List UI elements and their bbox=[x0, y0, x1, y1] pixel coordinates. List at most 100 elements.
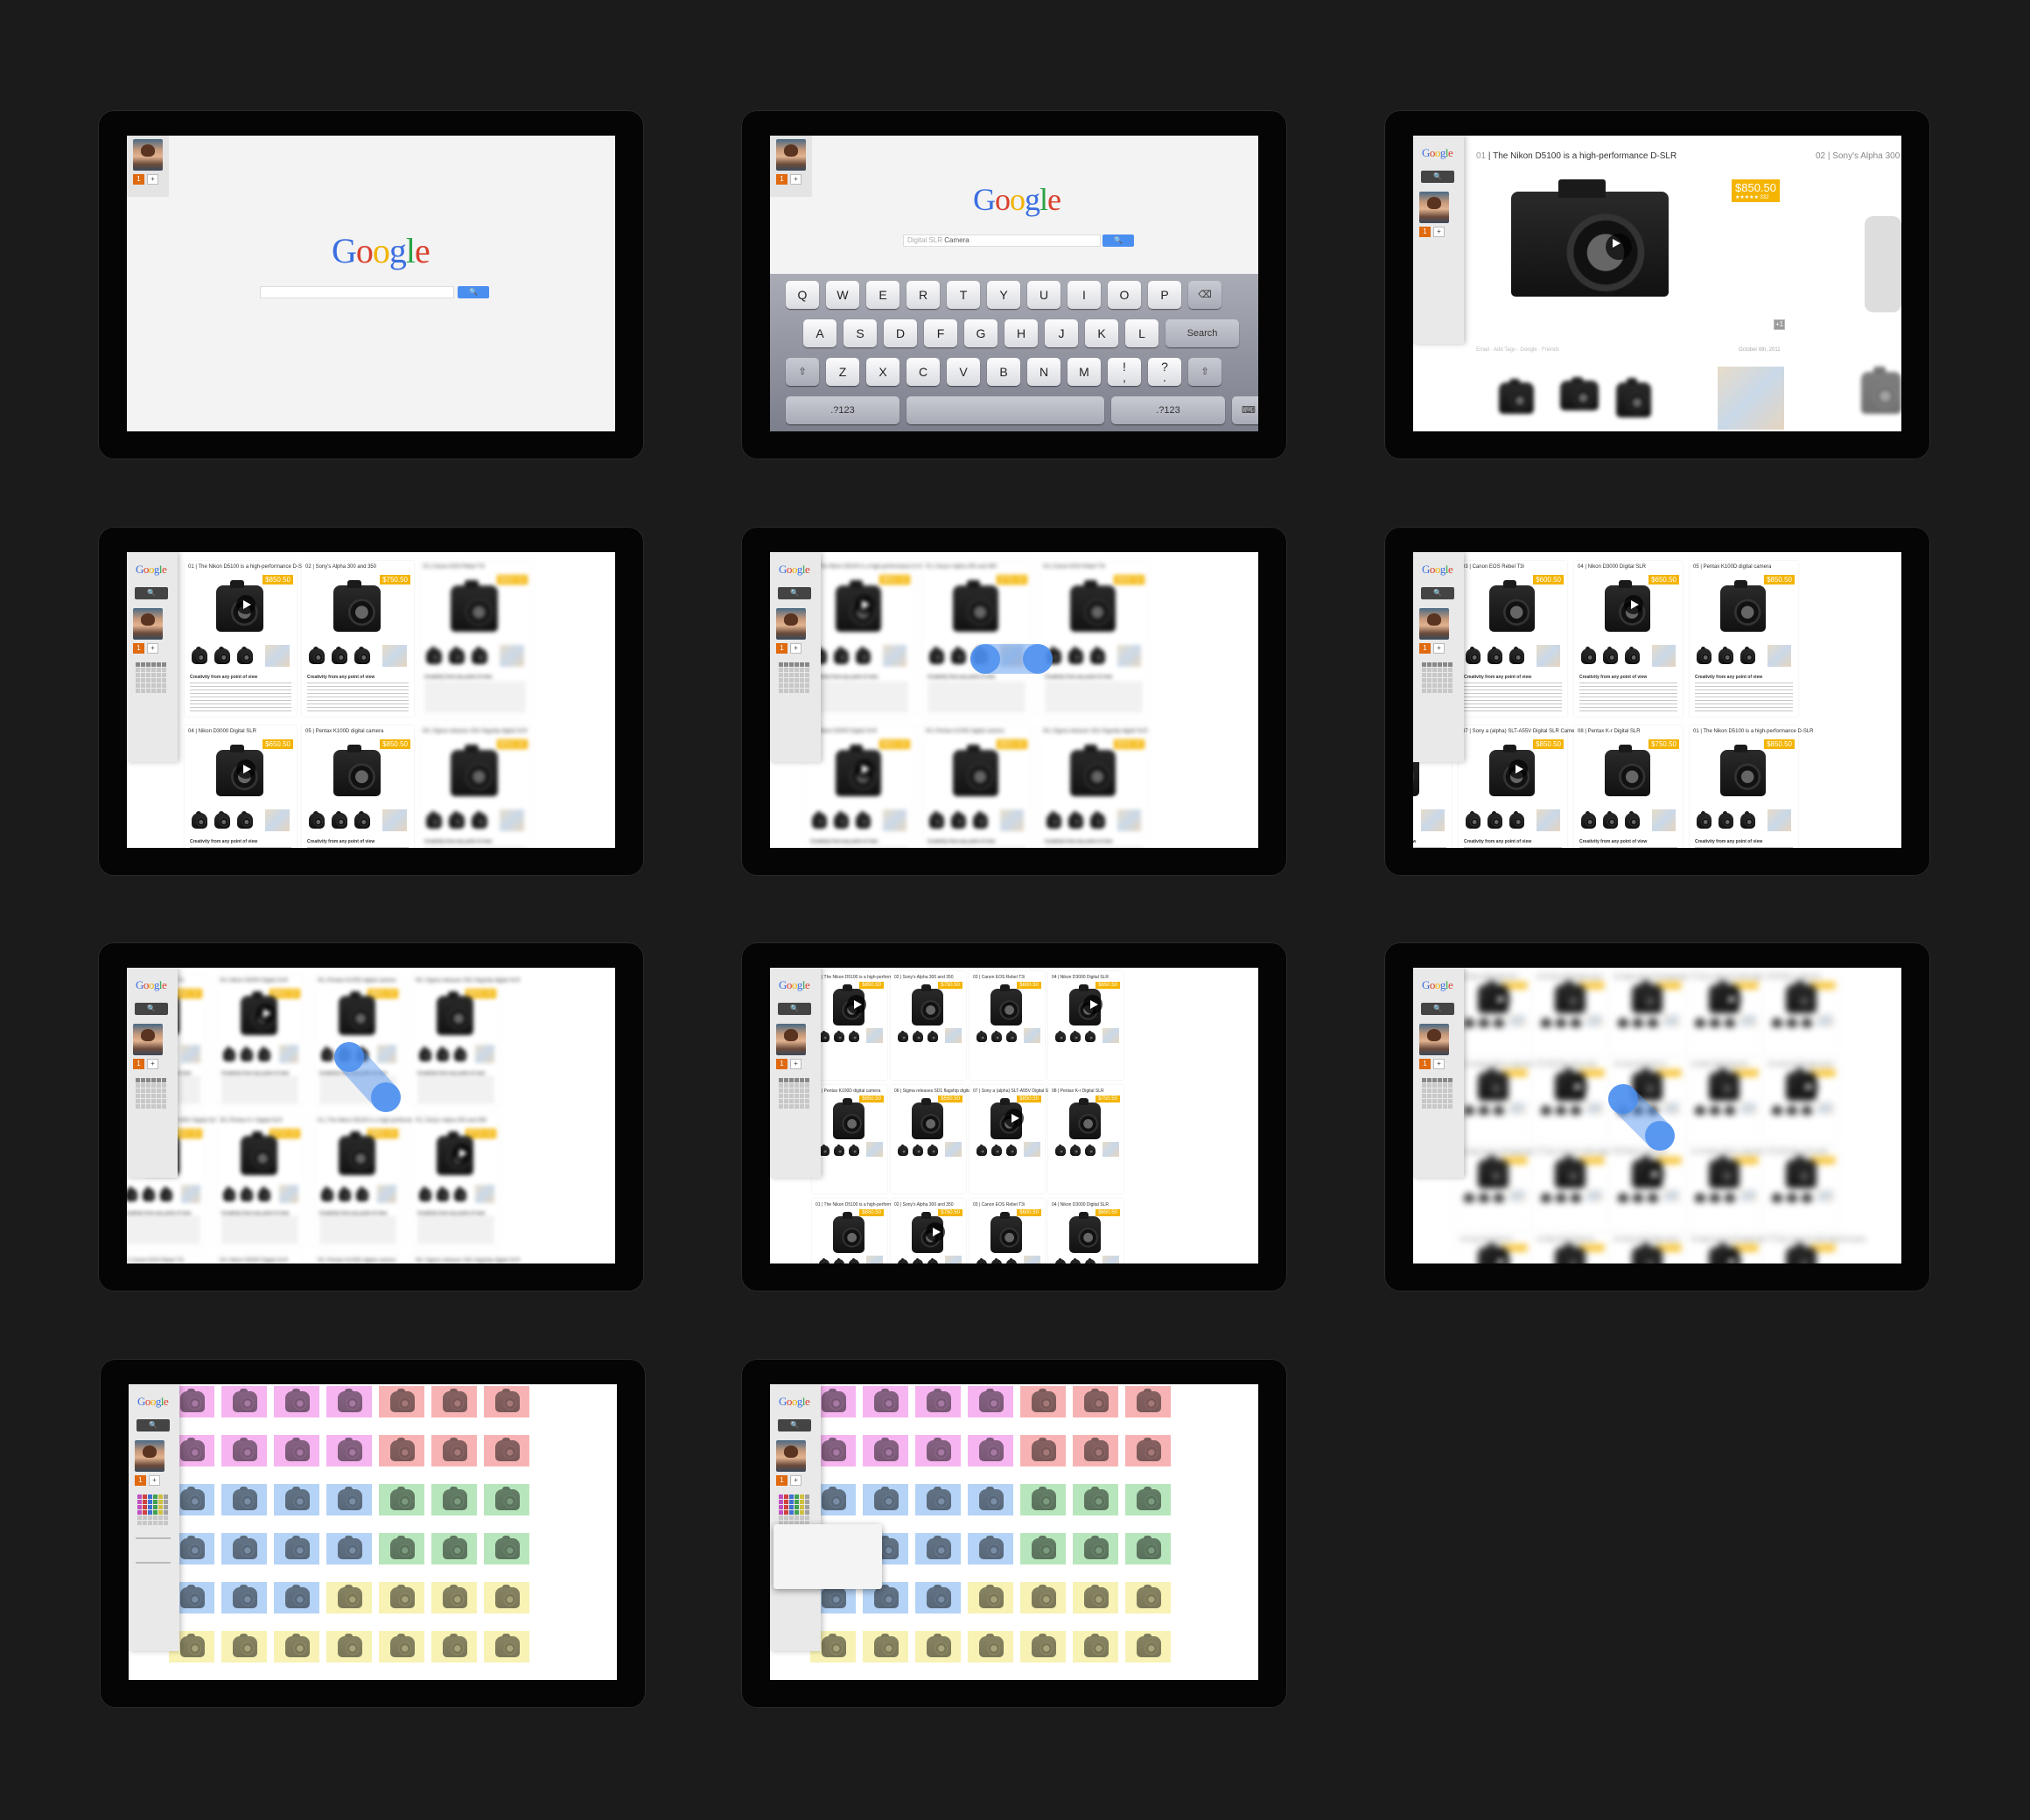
camera-thumb[interactable] bbox=[1603, 810, 1618, 829]
camera-thumb[interactable] bbox=[437, 1186, 449, 1201]
color-result-cell[interactable] bbox=[484, 1582, 529, 1614]
color-result-cell[interactable] bbox=[484, 1631, 529, 1662]
color-result-cell[interactable] bbox=[1073, 1435, 1118, 1466]
result-card[interactable]: 06 | Sigma releases SD1 flagship digital… bbox=[412, 975, 520, 1106]
search-icon[interactable]: 🔍 bbox=[778, 587, 811, 599]
camera-thumb[interactable] bbox=[143, 1186, 155, 1201]
color-result-cell[interactable] bbox=[1073, 1386, 1118, 1418]
camera-thumb[interactable] bbox=[913, 1144, 923, 1156]
color-filter-popup[interactable] bbox=[774, 1524, 882, 1589]
next-card-image[interactable] bbox=[1865, 216, 1901, 312]
color-result-cell[interactable] bbox=[1073, 1631, 1118, 1662]
camera-thumb[interactable] bbox=[1494, 1017, 1504, 1027]
camera-thumb[interactable] bbox=[1633, 1104, 1643, 1115]
search-icon[interactable]: 🔍 bbox=[778, 1419, 811, 1432]
camera-thumb[interactable] bbox=[1509, 810, 1524, 829]
result-title[interactable]: 04 | Nikon D3000 Digital SLR bbox=[1537, 1237, 1594, 1242]
play-icon[interactable] bbox=[1624, 595, 1643, 614]
map-thumb[interactable] bbox=[1509, 1190, 1525, 1201]
camera-thumb[interactable] bbox=[1695, 1017, 1705, 1027]
camera-thumb[interactable] bbox=[1772, 1104, 1782, 1115]
badge-button[interactable]: 1 bbox=[1419, 227, 1431, 237]
play-icon[interactable] bbox=[1083, 995, 1102, 1014]
camera-thumb[interactable] bbox=[472, 810, 487, 829]
camera-thumb[interactable] bbox=[1068, 646, 1083, 664]
camera-thumb[interactable] bbox=[1464, 1017, 1474, 1027]
result-card[interactable]: 03 | Canon EOS Rebel T3i $600.50 Creativit… bbox=[419, 561, 531, 717]
camera-thumb[interactable] bbox=[1648, 1104, 1658, 1115]
camera-thumb[interactable] bbox=[976, 1257, 987, 1264]
camera-thumb[interactable] bbox=[1616, 378, 1651, 417]
key[interactable]: ⌫ bbox=[1188, 281, 1222, 309]
key[interactable]: V bbox=[947, 358, 980, 386]
camera-thumb[interactable] bbox=[819, 1144, 830, 1156]
camera-thumb[interactable] bbox=[1006, 1257, 1017, 1264]
camera-thumb[interactable] bbox=[819, 1030, 830, 1042]
plus-button[interactable]: + bbox=[790, 643, 802, 654]
result-title[interactable]: 05 | Pentax K100D digital camera bbox=[305, 729, 384, 734]
play-icon[interactable] bbox=[926, 1222, 945, 1242]
key[interactable]: ! , bbox=[1108, 358, 1141, 386]
search-icon[interactable]: 🔍 bbox=[1421, 171, 1454, 183]
map-thumb[interactable] bbox=[1509, 1015, 1525, 1026]
map-thumb[interactable] bbox=[181, 1045, 200, 1063]
badge-button[interactable]: 1 bbox=[776, 1059, 788, 1069]
camera-thumb[interactable] bbox=[1603, 646, 1618, 664]
map-thumb[interactable] bbox=[1817, 1102, 1833, 1114]
camera-thumb[interactable] bbox=[1710, 1192, 1720, 1202]
result-card[interactable]: 01 | The Nikon D5100 is a high-performan… bbox=[1457, 1059, 1561, 1143]
result-card[interactable]: 03 | Canon EOS Rebel T3i $600.50 Creativit… bbox=[1040, 561, 1148, 717]
map-thumb[interactable] bbox=[866, 1142, 883, 1157]
camera-thumb[interactable] bbox=[1718, 810, 1733, 829]
camera-image[interactable] bbox=[1555, 1156, 1586, 1188]
map-thumb[interactable] bbox=[1817, 1190, 1833, 1201]
view-grid-icon[interactable] bbox=[779, 1494, 810, 1525]
camera-thumb[interactable] bbox=[1509, 646, 1524, 664]
camera-thumb[interactable] bbox=[1006, 1030, 1017, 1042]
color-result-cell[interactable] bbox=[1125, 1582, 1171, 1614]
camera-thumb[interactable] bbox=[419, 1046, 431, 1061]
color-result-cell[interactable] bbox=[326, 1435, 372, 1466]
map-thumb[interactable] bbox=[1663, 1190, 1679, 1201]
key[interactable]: O bbox=[1108, 281, 1141, 309]
camera-thumb[interactable] bbox=[834, 1257, 844, 1264]
map-thumb[interactable] bbox=[1740, 1102, 1756, 1114]
camera-thumb[interactable] bbox=[223, 1046, 235, 1061]
color-result-cell[interactable] bbox=[1073, 1484, 1118, 1516]
color-result-cell[interactable] bbox=[1020, 1631, 1066, 1662]
result-title[interactable]: 04 | Nikon D3000 Digital SLR bbox=[1691, 1062, 1748, 1068]
map-thumb[interactable] bbox=[1421, 809, 1445, 831]
color-result-cell[interactable] bbox=[968, 1484, 1013, 1516]
color-result-cell[interactable] bbox=[221, 1386, 267, 1418]
result-title[interactable]: 06 | Sigma releases SD1 flagship digital… bbox=[416, 978, 521, 984]
result-title[interactable]: 07 | Sony a (alpha) SLT-A55V Digital SLR… bbox=[1462, 729, 1579, 734]
result-card[interactable]: 06 | Sigma releases SD1 flagship digital… bbox=[412, 1255, 520, 1264]
camera-thumb[interactable] bbox=[951, 810, 966, 829]
camera-thumb[interactable] bbox=[898, 1257, 908, 1264]
key[interactable]: F bbox=[924, 319, 957, 347]
camera-thumb[interactable] bbox=[1725, 1192, 1735, 1202]
camera-thumb[interactable] bbox=[1068, 810, 1083, 829]
result-title[interactable]: 01 | The Nikon D5100 is a high-performan… bbox=[816, 975, 916, 980]
result-card[interactable]: 08 | Pentax K-r Digital SLR $750.50 Creati… bbox=[1574, 725, 1683, 848]
map-thumb[interactable] bbox=[265, 645, 290, 667]
color-result-cell[interactable] bbox=[484, 1533, 529, 1564]
camera-thumb[interactable] bbox=[192, 646, 207, 664]
camera-thumb[interactable] bbox=[449, 810, 465, 829]
result-title[interactable]: 04 | Nikon D3000 Digital SLR bbox=[808, 729, 877, 734]
play-icon[interactable] bbox=[236, 760, 256, 779]
key[interactable]: I bbox=[1068, 281, 1101, 309]
result-card[interactable]: 08 | Pentax K-r Digital SLR $750.50 bbox=[1048, 1085, 1124, 1194]
camera-image[interactable] bbox=[1709, 1068, 1740, 1101]
key[interactable]: ? . bbox=[1148, 358, 1181, 386]
map-thumb[interactable] bbox=[475, 1185, 494, 1203]
play-icon[interactable] bbox=[1606, 234, 1632, 260]
result-title[interactable]: 08 | Pentax K-r Digital SLR bbox=[220, 1118, 283, 1124]
result-title[interactable]: 06 | Sigma releases SD1 flagship digital… bbox=[423, 729, 528, 734]
plus-button[interactable]: + bbox=[790, 1475, 802, 1486]
camera-thumb[interactable] bbox=[1055, 1030, 1066, 1042]
play-icon[interactable] bbox=[1722, 990, 1741, 1009]
color-result-cell[interactable] bbox=[431, 1484, 477, 1516]
